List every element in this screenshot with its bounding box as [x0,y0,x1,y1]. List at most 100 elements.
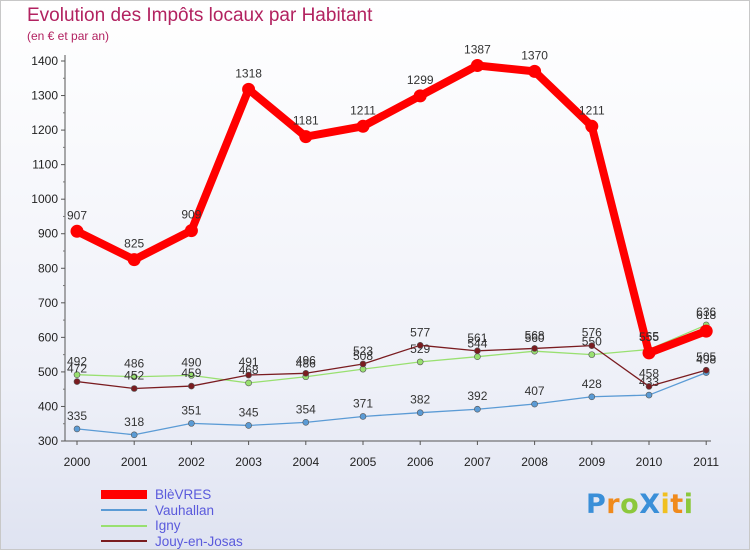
data-point-igny [416,358,424,366]
data-label-igny: 468 [239,363,259,377]
y-tick-label: 400 [38,399,58,413]
data-label-igny: 636 [696,305,716,319]
data-label-igny: 508 [353,349,373,363]
legend-item-igny: Igny [101,518,243,534]
data-label-bl-vres: 1211 [579,103,605,117]
data-label-bl-vres: 1318 [235,66,262,80]
data-label-bl-vres: 555 [639,330,659,344]
logo-letter: i [660,489,671,520]
data-point-jouy-en-josas [73,378,81,385]
proxiti-logo: ProXiti [586,489,693,520]
data-label-jouy-en-josas: 491 [239,355,259,369]
data-label-bl-vres: 618 [696,308,716,322]
data-point-vauhallan [588,393,596,401]
data-label-bl-vres: 909 [181,208,201,222]
data-point-igny [588,351,596,358]
data-point-jouy-en-josas [416,342,424,349]
data-label-jouy-en-josas: 458 [639,366,659,380]
legend-item-jouy-en-josas: Jouy-en-Josas [101,534,243,550]
data-label-igny: 560 [525,331,545,345]
data-label-igny: 544 [467,337,487,351]
data-point-igny [73,371,81,378]
data-point-vauhallan [474,405,481,413]
legend-item-vauhallan: Vauhallan [101,503,243,519]
legend: BlèVRES Vauhallan Igny Jouy-en-Josas [101,487,243,549]
data-label-vauhallan: 335 [67,409,87,423]
y-tick-label: 700 [38,296,58,310]
data-label-jouy-en-josas: 496 [296,353,316,367]
logo-letter: r [606,489,621,520]
data-point-bl-vres [413,89,427,103]
data-point-vauhallan [245,422,252,429]
data-point-bl-vres [642,346,656,360]
legend-label-blievres: BlèVRES [155,487,212,503]
series-line-vauhallan [76,371,707,436]
legend-swatch-blievres [101,490,147,500]
data-label-jouy-en-josas: 459 [181,366,201,380]
data-label-vauhallan: 371 [353,396,373,410]
data-point-jouy-en-josas [645,383,653,390]
data-point-vauhallan [531,400,538,408]
data-point-bl-vres [184,224,198,238]
y-tick-label: 800 [38,261,58,275]
logo-letter: P [586,489,607,520]
data-point-jouy-en-josas [531,345,538,352]
chart-subtitle: (en € et par an) [27,29,110,43]
data-point-bl-vres [356,119,370,133]
data-point-jouy-en-josas [702,366,710,374]
data-label-jouy-en-josas: 576 [582,326,602,340]
legend-label-igny: Igny [155,518,181,534]
data-point-jouy-en-josas [474,347,481,355]
x-tick-label: 2002 [178,455,205,469]
data-label-bl-vres: 1211 [350,103,376,117]
data-label-jouy-en-josas: 472 [67,362,87,376]
y-tick-label: 500 [38,365,58,379]
data-label-vauhallan: 498 [696,353,716,367]
data-label-jouy-en-josas: 561 [467,331,487,345]
data-point-jouy-en-josas [359,360,367,368]
data-point-vauhallan [645,391,653,399]
y-tick-label: 1200 [31,123,58,137]
x-tick-label: 2011 [693,455,719,469]
logo-letter: t [670,489,684,520]
data-point-igny [245,379,252,387]
data-label-igny: 492 [67,355,87,369]
y-tick-label: 300 [38,434,58,448]
legend-swatch-jouy-en-josas [101,540,147,543]
data-point-igny [474,353,481,361]
logo-letter: i [683,489,694,520]
data-label-vauhallan: 354 [296,402,316,416]
data-label-jouy-en-josas: 577 [410,325,430,339]
data-point-vauhallan [359,413,367,420]
x-tick-label: 2004 [292,455,319,469]
data-label-vauhallan: 351 [181,403,201,417]
data-label-vauhallan: 428 [582,377,602,391]
logo-letter: o [620,489,640,520]
data-point-vauhallan [302,419,310,426]
data-point-jouy-en-josas [188,382,195,390]
data-point-bl-vres [127,253,141,267]
data-label-vauhallan: 407 [525,384,545,398]
data-point-bl-vres [470,58,484,72]
data-label-vauhallan: 382 [410,393,430,407]
x-tick-label: 2009 [578,455,605,469]
data-label-jouy-en-josas: 568 [525,328,545,342]
legend-item-blievres: BlèVRES [101,487,243,503]
series-line-bl-vres [73,61,711,357]
y-tick-label: 900 [38,227,58,241]
legend-label-jouy-en-josas: Jouy-en-Josas [155,533,243,549]
data-label-jouy-en-josas: 452 [124,368,144,382]
logo-letter: X [639,489,661,520]
data-point-vauhallan [73,425,81,433]
data-point-jouy-en-josas [130,385,138,392]
data-point-bl-vres [242,82,256,96]
data-label-igny: 486 [296,357,316,371]
y-tick-label: 600 [38,330,58,344]
x-tick-label: 2008 [521,455,548,469]
y-tick-label: 1300 [31,89,58,103]
x-tick-label: 2005 [350,455,377,469]
y-tick-label: 1400 [31,54,58,68]
data-label-igny: 486 [124,357,144,371]
